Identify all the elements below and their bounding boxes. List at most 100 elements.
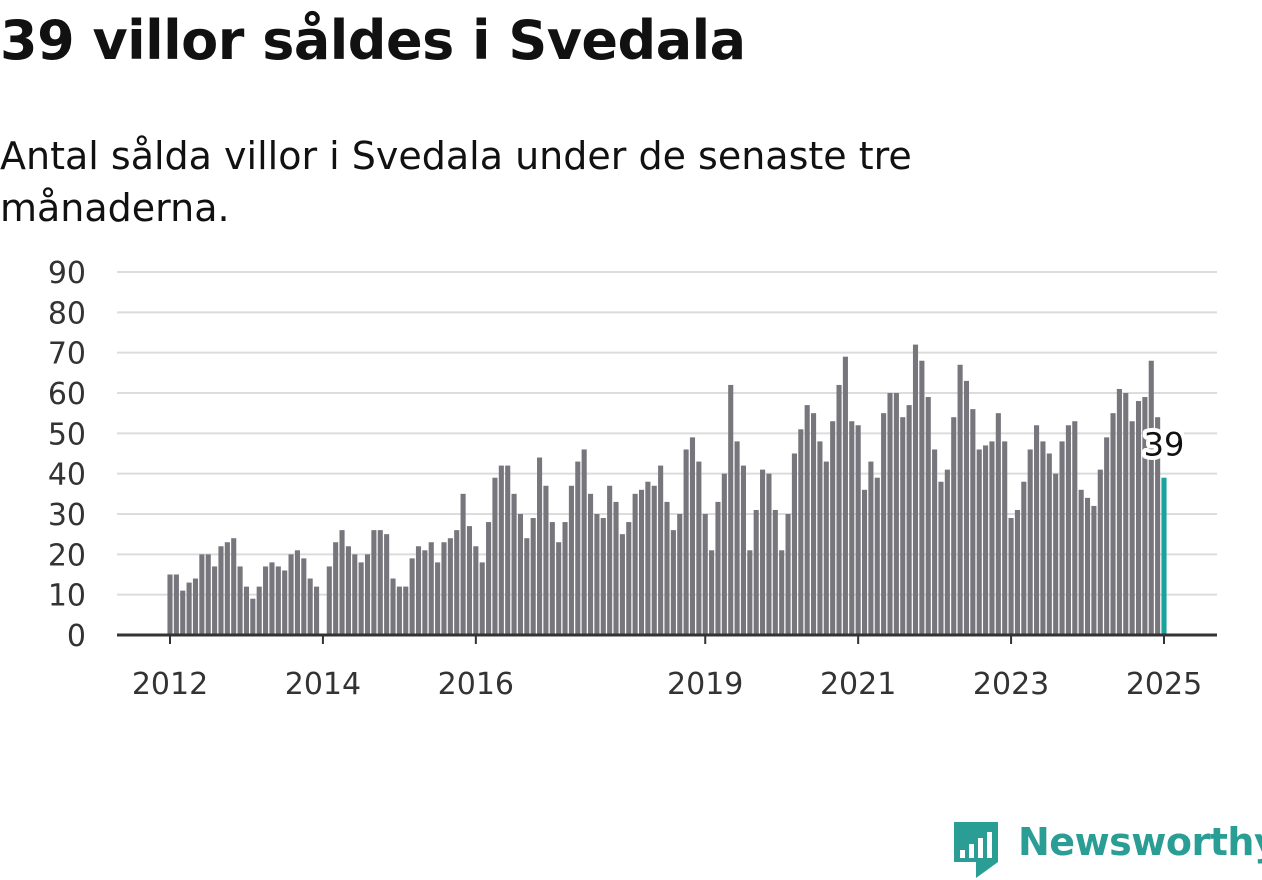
bar	[632, 493, 638, 635]
bar	[696, 461, 702, 635]
bar	[1072, 421, 1078, 635]
bar	[282, 570, 288, 635]
bar	[963, 380, 970, 635]
bar	[1104, 437, 1110, 635]
bar	[537, 457, 543, 635]
bar	[721, 473, 727, 635]
bar	[1053, 473, 1059, 635]
bar	[288, 554, 294, 635]
bar	[275, 566, 281, 635]
bar	[486, 522, 492, 635]
bar	[1148, 360, 1154, 635]
bar	[823, 461, 829, 635]
bar	[944, 469, 950, 635]
bar	[454, 530, 460, 635]
bar	[384, 534, 390, 635]
bar	[396, 586, 402, 635]
x-tick-label: 2012	[132, 667, 208, 702]
brand-name: Newsworthy	[1018, 820, 1262, 864]
gridlines	[117, 271, 1217, 596]
bar	[250, 598, 256, 635]
bar	[575, 461, 581, 635]
bars	[167, 344, 1167, 635]
bar	[1027, 449, 1033, 635]
bar	[772, 509, 778, 635]
bar	[613, 501, 619, 635]
bar	[173, 574, 179, 635]
bar	[638, 489, 645, 635]
bar	[932, 449, 938, 635]
x-tick-label: 2016	[438, 667, 514, 702]
bar	[836, 384, 842, 635]
bar	[441, 542, 447, 635]
bar	[587, 493, 594, 635]
bar	[180, 590, 186, 635]
y-tick-label: 10	[48, 579, 86, 614]
x-tick-label: 2014	[285, 667, 361, 702]
bar	[791, 453, 797, 635]
bar	[747, 550, 753, 635]
bar	[664, 501, 670, 635]
bar	[269, 562, 275, 635]
bar	[1014, 509, 1020, 635]
bar	[403, 586, 409, 635]
bar	[428, 542, 434, 635]
bar	[798, 429, 804, 635]
bar	[1135, 401, 1142, 635]
bar	[333, 542, 339, 635]
bar	[435, 562, 441, 635]
bar	[970, 409, 976, 635]
bar	[447, 538, 453, 635]
bar	[645, 481, 651, 635]
bar	[1116, 388, 1122, 635]
bar	[415, 546, 422, 635]
bar	[728, 384, 734, 635]
bar	[1142, 397, 1148, 635]
bar	[1091, 505, 1097, 635]
bar	[307, 578, 313, 635]
bar	[473, 546, 479, 635]
bar	[861, 489, 868, 635]
bar	[231, 538, 237, 635]
bar	[607, 485, 613, 635]
bar	[919, 360, 925, 635]
bar	[199, 554, 205, 635]
bar	[689, 437, 696, 635]
bar	[1123, 393, 1129, 635]
bar	[581, 449, 587, 635]
bar	[1040, 441, 1046, 635]
bar	[677, 514, 683, 635]
bar	[1034, 425, 1040, 635]
bar	[753, 509, 759, 635]
bar	[715, 501, 721, 635]
bar	[1002, 441, 1008, 635]
bar	[925, 397, 931, 635]
bar	[938, 481, 944, 635]
bar	[218, 546, 224, 635]
x-tick-label: 2021	[820, 667, 896, 702]
bar	[326, 566, 332, 635]
bar	[881, 413, 887, 635]
bar	[1155, 417, 1161, 635]
bar	[562, 522, 568, 635]
bar	[957, 364, 963, 635]
bar	[817, 441, 823, 635]
bar	[600, 518, 606, 635]
bar	[1059, 441, 1065, 635]
bar	[760, 469, 766, 635]
bar	[1065, 425, 1071, 635]
bar	[626, 522, 632, 635]
bar	[951, 417, 957, 635]
bar	[900, 417, 906, 635]
bar	[466, 526, 473, 635]
bar	[779, 550, 785, 635]
bar	[995, 413, 1001, 635]
bar	[983, 445, 989, 635]
bar	[849, 421, 855, 635]
chart-subtitle: Antal sålda villor i Svedala under de se…	[0, 134, 912, 230]
bar	[740, 465, 747, 635]
bar	[734, 441, 740, 635]
bar	[1021, 481, 1027, 635]
axes	[117, 633, 1217, 644]
